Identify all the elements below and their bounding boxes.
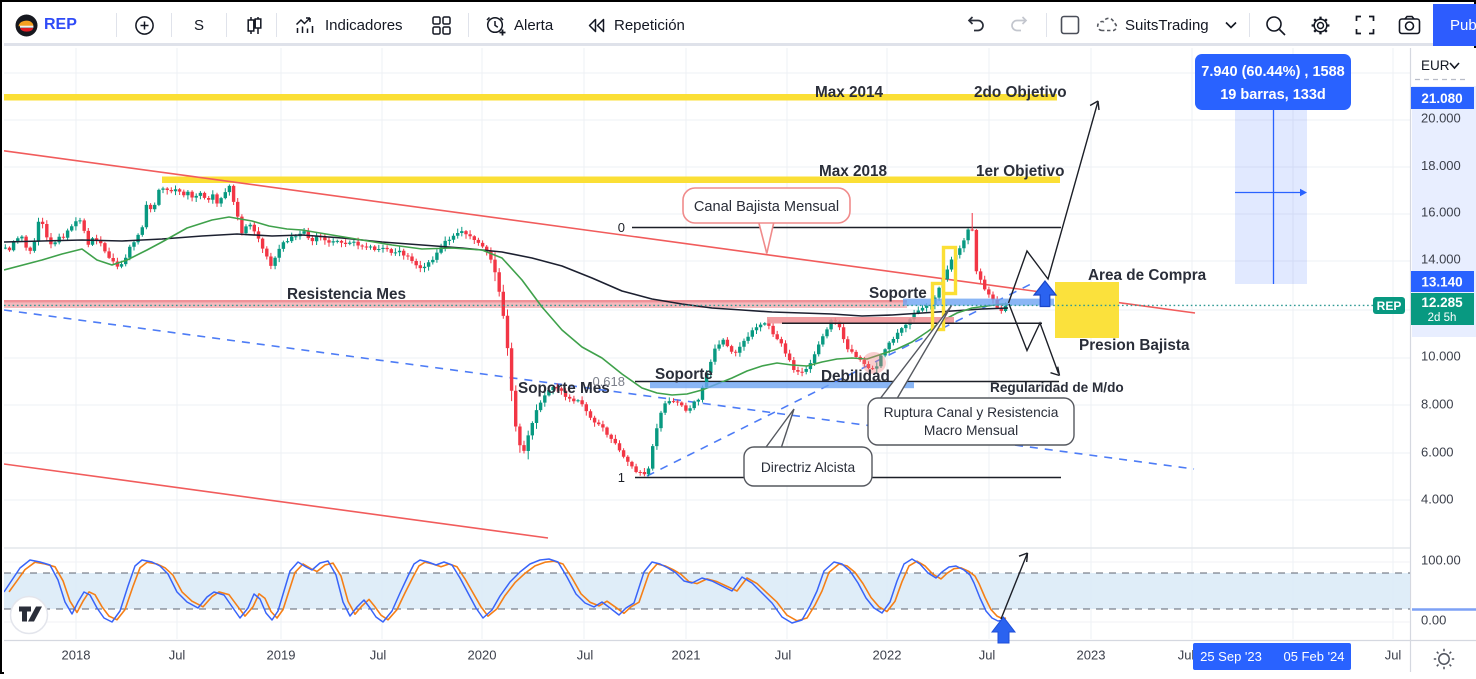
svg-text:Resistencia Mes: Resistencia Mes [287,286,406,303]
svg-text:21.080: 21.080 [1421,91,1462,106]
svg-text:1er Objetivo: 1er Objetivo [976,163,1064,180]
svg-text:13.140: 13.140 [1421,275,1462,290]
svg-text:Macro Mensual: Macro Mensual [924,423,1018,438]
svg-text:0.00: 0.00 [1421,613,1446,628]
svg-text:Jul: Jul [169,648,186,663]
svg-text:20.000: 20.000 [1421,111,1461,126]
svg-text:Jul: Jul [1178,648,1195,663]
svg-text:7.940 (60.44%) , 1588: 7.940 (60.44%) , 1588 [1201,64,1345,80]
svg-text:2023: 2023 [1077,648,1106,663]
svg-text:Jul: Jul [979,648,996,663]
svg-text:2020: 2020 [468,648,497,663]
svg-text:Area de Compra: Area de Compra [1088,267,1207,284]
svg-text:REP: REP [1377,299,1402,313]
svg-text:10.000: 10.000 [1421,349,1461,364]
svg-text:Max 2014: Max 2014 [815,84,884,101]
svg-text:16.000: 16.000 [1421,205,1461,220]
svg-text:Jul: Jul [775,648,792,663]
svg-text:6.000: 6.000 [1421,445,1454,460]
svg-text:1: 1 [618,470,625,485]
svg-text:Jul: Jul [370,648,387,663]
svg-text:8.000: 8.000 [1421,397,1454,412]
svg-text:2022: 2022 [873,648,902,663]
svg-text:Jul: Jul [1385,648,1402,663]
svg-text:Debilidad: Debilidad [821,368,890,385]
svg-text:25 Sep '23: 25 Sep '23 [1200,649,1262,664]
svg-text:Directriz Alcista: Directriz Alcista [761,460,856,475]
svg-text:100.00: 100.00 [1421,553,1461,568]
svg-text:Soporte Mes: Soporte Mes [518,380,610,397]
svg-text:Max 2018: Max 2018 [819,163,888,180]
svg-text:Soporte: Soporte [869,285,927,302]
svg-text:19 barras, 133d: 19 barras, 133d [1220,87,1326,103]
svg-text:Presion Bajista: Presion Bajista [1079,337,1190,354]
svg-text:14.000: 14.000 [1421,252,1461,267]
svg-text:18.000: 18.000 [1421,158,1461,173]
svg-text:Regularidad de M/do: Regularidad de M/do [990,380,1124,395]
svg-text:2021: 2021 [672,648,701,663]
svg-text:2019: 2019 [267,648,296,663]
svg-text:4.000: 4.000 [1421,492,1454,507]
svg-text:Canal Bajista Mensual: Canal Bajista Mensual [694,199,839,215]
svg-text:Soporte: Soporte [655,366,713,383]
svg-text:Jul: Jul [577,648,594,663]
svg-text:2do Objetivo: 2do Objetivo [974,84,1067,101]
svg-text:0: 0 [618,220,625,235]
svg-text:EUR: EUR [1421,58,1450,73]
svg-text:2d 5h: 2d 5h [1428,312,1457,324]
svg-text:05 Feb '24: 05 Feb '24 [1283,649,1344,664]
svg-text:Ruptura Canal y Resistencia: Ruptura Canal y Resistencia [884,405,1059,420]
svg-text:12.285: 12.285 [1421,295,1463,310]
svg-text:0.618: 0.618 [592,374,625,389]
svg-text:2018: 2018 [62,648,91,663]
